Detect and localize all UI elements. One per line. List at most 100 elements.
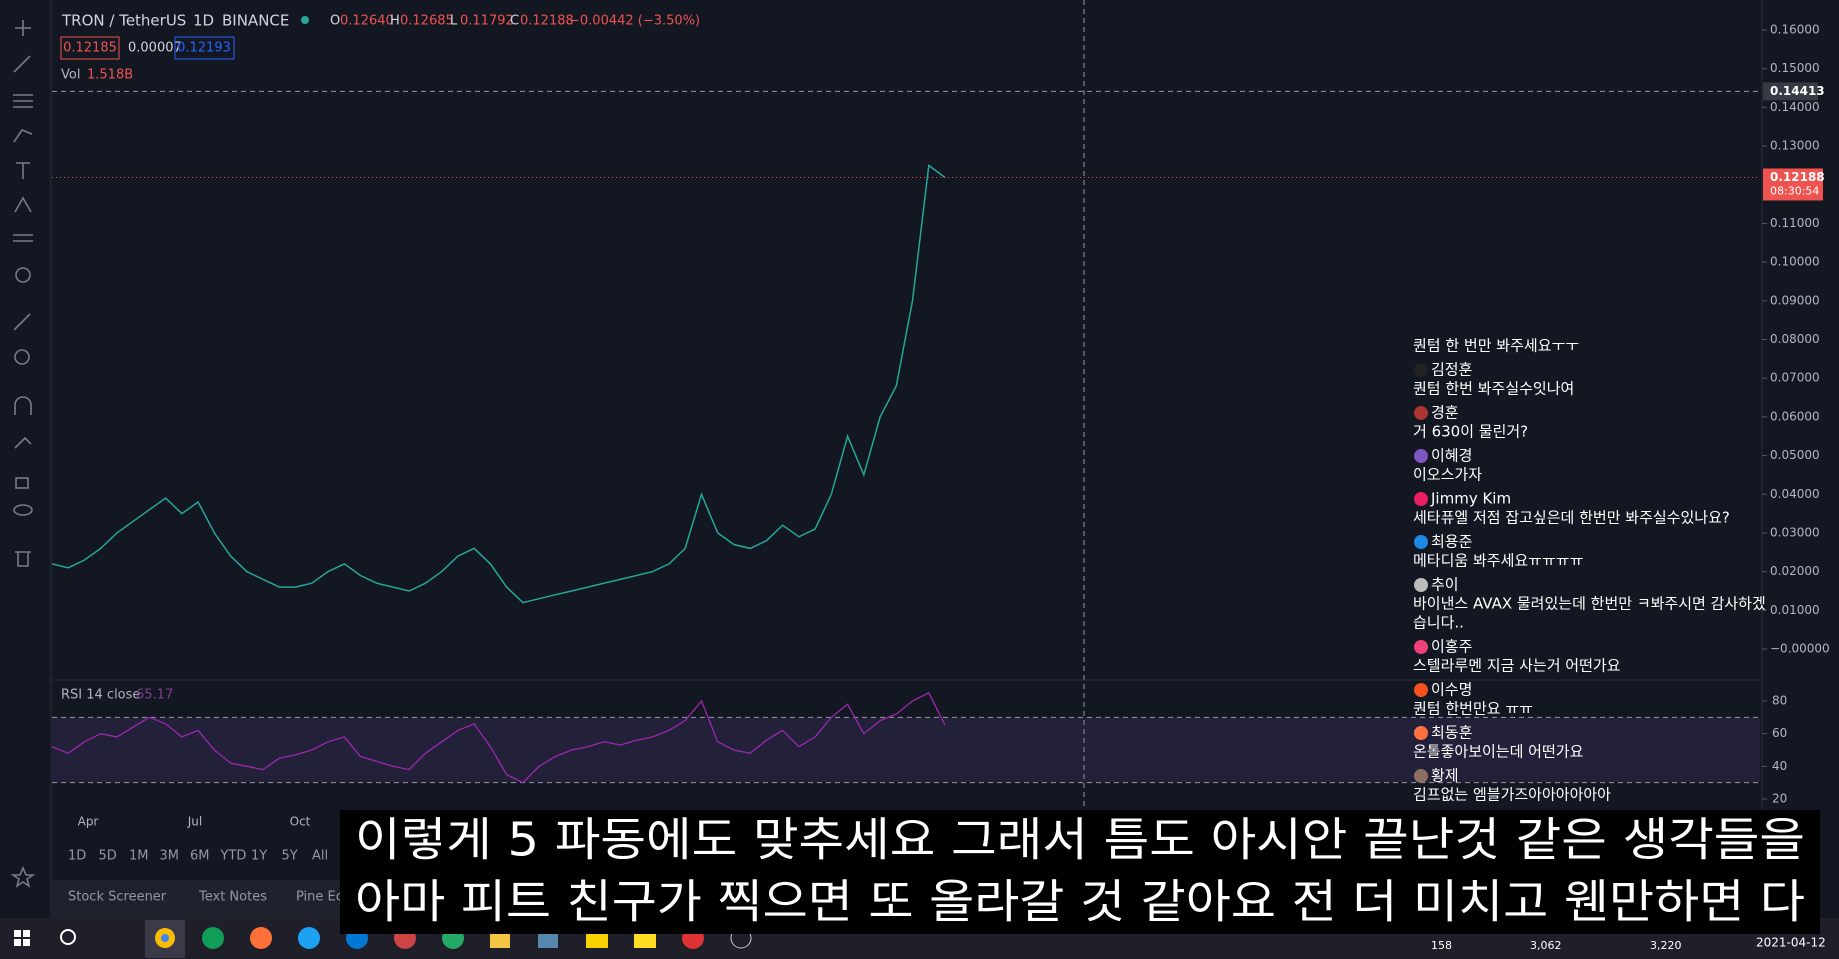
y-tick-label: 0.11000 — [1770, 216, 1820, 230]
crosshair-label-bg — [1763, 82, 1818, 101]
chat-user: 이수명 — [1431, 681, 1472, 699]
change: −0.00442 (−3.50%) — [569, 14, 700, 29]
x-tick-label: Jul — [187, 815, 202, 829]
crosshair-label: 0.14413 — [1770, 84, 1825, 98]
rsi-line — [51, 691, 946, 784]
subtitle: 이렇게 5 파동에도 맞추세요 그래서 틈도 아시안 끝난것 같은 생각들을 — [355, 813, 1805, 867]
avatar — [1414, 535, 1428, 549]
rsi-band — [52, 717, 1760, 783]
y-tick-label: 0.15000 — [1770, 61, 1820, 75]
volume-label: Vol — [61, 68, 80, 83]
ask-box — [174, 36, 235, 60]
chat-text: 스텔라루멘 지금 사는거 어떤가요 — [1413, 657, 1621, 675]
range-button[interactable]: 1M — [129, 849, 149, 864]
chat-text: 퀀텀 한 번만 봐주세요ㅜㅜ — [1413, 337, 1579, 355]
y-tick-label: 0.10000 — [1770, 255, 1820, 269]
ask: 0.12193 — [177, 41, 231, 56]
chat-text: 메타디움 봐주세요ㅠㅠㅠㅠ — [1413, 552, 1583, 570]
rsi-tick-label: 20 — [1772, 792, 1787, 806]
y-tick-label: −0.00000 — [1770, 642, 1830, 656]
chat-user: 이홍주 — [1431, 638, 1472, 656]
range-button[interactable]: 5Y — [282, 849, 298, 864]
ohlc-key: C — [510, 14, 519, 29]
chat-text: 이오스가자 — [1413, 466, 1482, 484]
y-tick-label: 0.07000 — [1770, 371, 1820, 385]
range-button[interactable]: 1Y — [251, 849, 267, 864]
x-tick-label: Oct — [290, 815, 311, 829]
chat-user: 김정훈 — [1431, 361, 1472, 379]
ohlc-key: L — [450, 14, 458, 29]
volume-value: 1.518B — [87, 68, 133, 83]
interval: 1D — [193, 12, 214, 30]
chat-user: 추이 — [1431, 576, 1459, 594]
bid-box — [60, 36, 120, 60]
chat-user: 황제 — [1431, 767, 1459, 785]
last-price: 0.12188 — [1770, 170, 1825, 184]
x-tick-label: Apr — [78, 815, 99, 829]
tab[interactable]: Pine Ec — [296, 890, 343, 905]
price-line — [51, 164, 946, 604]
rsi-title: RSI 14 close — [61, 688, 140, 703]
toolbar — [0, 0, 50, 918]
range-button[interactable]: 5D — [99, 849, 117, 864]
avatar — [1414, 640, 1428, 654]
bid: 0.12185 — [63, 41, 117, 56]
ohlc-value: 0.12640 — [340, 14, 394, 29]
status-dot — [301, 16, 309, 24]
chat-text: 거 630이 물린거? — [1413, 423, 1528, 441]
rsi-tick-label: 80 — [1772, 694, 1787, 708]
subtitle-bg — [340, 872, 1820, 934]
date: 2021-04-12 — [1756, 936, 1826, 950]
y-tick-label: 0.13000 — [1770, 139, 1820, 153]
avatar — [1414, 492, 1428, 506]
y-tick-label: 0.03000 — [1770, 525, 1820, 539]
range-button[interactable]: All — [312, 849, 328, 864]
y-tick-label: 0.14000 — [1770, 100, 1820, 114]
y-tick-label: 0.08000 — [1770, 332, 1820, 346]
range-button[interactable]: 3M — [160, 849, 180, 864]
ohlc-value: 0.12685 — [400, 14, 454, 29]
chat-user: 이혜경 — [1431, 447, 1472, 465]
range-button[interactable]: 6M — [190, 849, 210, 864]
chat-user: 경훈 — [1431, 404, 1459, 422]
taskbar-count: 3,062 — [1530, 939, 1562, 952]
y-tick-label: 0.16000 — [1770, 23, 1820, 37]
rsi-tick-label: 60 — [1772, 726, 1787, 740]
avatar — [1414, 578, 1428, 592]
chat-user: Jimmy Kim — [1430, 490, 1511, 508]
subtitle-bg — [340, 810, 1820, 872]
chat-text: 온톨좋아보이는데 어떤가요 — [1413, 743, 1584, 761]
y-tick-label: 0.01000 — [1770, 603, 1820, 617]
avatar — [1414, 769, 1428, 783]
taskbar-count: 158 — [1431, 939, 1452, 952]
chat-text: 퀀텀 한번만요 ㅠㅠ — [1413, 700, 1533, 718]
ohlc-value: 0.12188 — [520, 14, 574, 29]
y-tick-label: 0.05000 — [1770, 448, 1820, 462]
avatar — [1414, 363, 1428, 377]
avatar — [1414, 449, 1428, 463]
y-tick-label: 0.06000 — [1770, 409, 1820, 423]
tool-icons — [10, 20, 36, 888]
range-button[interactable]: 1D — [68, 849, 86, 864]
countdown: 08:30:54 — [1770, 184, 1819, 197]
y-tick-label: 0.02000 — [1770, 564, 1820, 578]
chat-text: 김프없는 엠블가즈아아아아아아 — [1413, 786, 1611, 804]
ohlc-key: O — [330, 14, 340, 29]
subtitle: 아마 피트 친구가 찍으면 또 올라갈 것 같아요 전 더 미치고 웬만하면 다 — [355, 875, 1805, 929]
tab[interactable]: Stock Screener — [68, 890, 167, 905]
chat-user: 최용준 — [1431, 533, 1473, 551]
taskbar-count: 3,220 — [1650, 939, 1682, 952]
y-tick-label: 0.04000 — [1770, 487, 1820, 501]
rsi-tick-label: 40 — [1772, 759, 1787, 773]
chat-user: 최동훈 — [1431, 724, 1472, 742]
rsi-value: 65.17 — [136, 688, 173, 703]
y-tick-label: 0.09000 — [1770, 293, 1820, 307]
avatar — [1414, 683, 1428, 697]
symbol: TRON / TetherUS — [61, 12, 186, 30]
chat-text: 세타퓨엘 저점 잡고싶은데 한번만 봐주실수있나요? — [1413, 509, 1730, 527]
tab[interactable]: Text Notes — [198, 890, 267, 905]
chat-text: 바이낸스 AVAX 물려있는데 한번만 ㅋ봐주시면 감사하겠 — [1413, 595, 1766, 613]
spread: 0.00007 — [128, 41, 182, 56]
range-button[interactable]: YTD — [220, 849, 247, 864]
